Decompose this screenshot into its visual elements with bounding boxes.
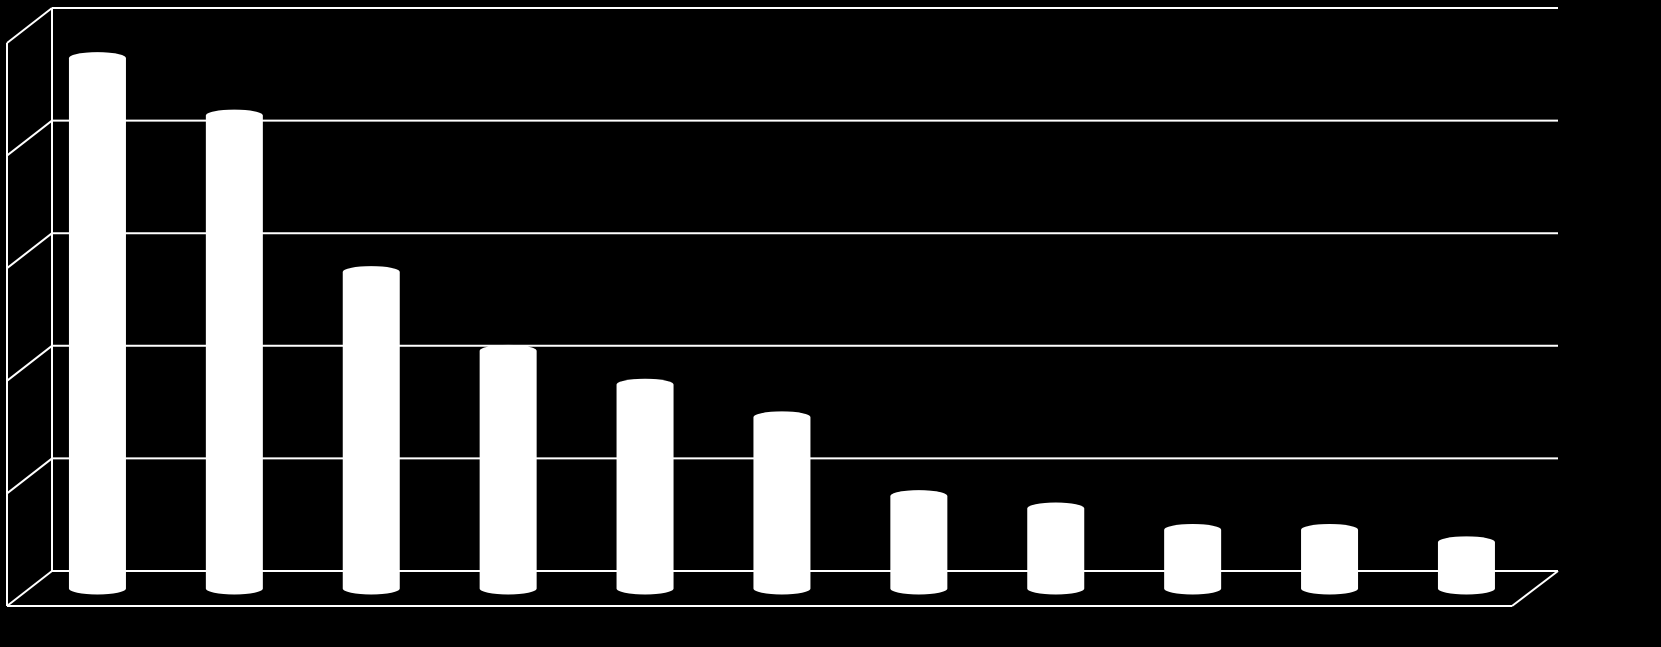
- bar: [1027, 502, 1085, 595]
- bar: [890, 490, 948, 595]
- side-grid-line: [6, 345, 53, 382]
- side-grid-line: [6, 570, 53, 607]
- side-grid-line: [6, 7, 53, 44]
- bar: [753, 411, 811, 595]
- bar: [616, 378, 674, 595]
- side-grid-line: [6, 119, 53, 157]
- bar: [68, 52, 126, 595]
- floor-right-edge: [1511, 570, 1559, 607]
- bar: [1164, 523, 1222, 595]
- bar: [1437, 536, 1495, 595]
- side-grid-line: [6, 457, 53, 495]
- bar: [479, 344, 537, 595]
- bar: [205, 109, 263, 595]
- bar: [1301, 523, 1359, 595]
- bar: [342, 266, 400, 595]
- side-grid-line: [6, 232, 53, 269]
